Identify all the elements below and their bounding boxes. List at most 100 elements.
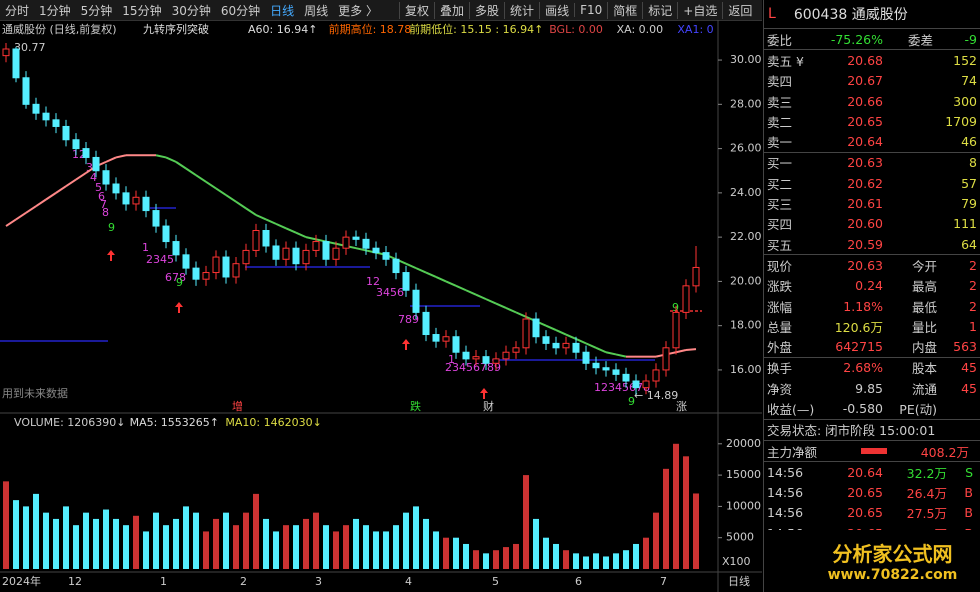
ma60-segment: [595, 346, 607, 354]
cell: 买五: [767, 237, 793, 253]
max-label: 30.77: [14, 41, 46, 54]
candle-body: [322, 241, 330, 260]
cell: 收益(—): [767, 401, 815, 417]
volume-bar: [333, 531, 339, 569]
ma60-segment: [565, 333, 577, 340]
tool-button[interactable]: 多股: [469, 1, 504, 19]
quote-row: 涨幅 1.18% 最低 2: [764, 296, 980, 316]
tool-button[interactable]: F10: [574, 3, 607, 17]
badge: L: [768, 6, 776, 22]
cell: 涨跌: [767, 279, 793, 295]
tool-button[interactable]: +自选: [677, 1, 722, 19]
tool-button[interactable]: 叠加: [434, 1, 469, 19]
quote-row: 买二 20.62 57: [764, 173, 980, 193]
volume-bar: [563, 550, 569, 569]
cell: 今开: [911, 258, 937, 274]
tool-button[interactable]: 复权: [399, 1, 434, 19]
volume-bar: [173, 518, 179, 569]
ma60-segment: [425, 271, 437, 278]
ma60-segment: [355, 247, 367, 252]
candle-body: [552, 342, 560, 349]
period-tab[interactable]: 5分钟: [80, 3, 113, 18]
ma60-segment: [65, 178, 77, 188]
period-tab[interactable]: 分时: [5, 3, 30, 18]
ma60-segment: [475, 293, 487, 301]
ma60-segment: [225, 194, 237, 203]
ma60-segment: [415, 267, 427, 274]
cell: 2.68%: [843, 360, 883, 376]
legend-item: A60: 16.94↑: [248, 23, 317, 36]
volume-bar: [253, 493, 259, 569]
cell: 8: [969, 155, 977, 171]
cell: -0.580: [842, 400, 883, 416]
ma60-segment: [485, 298, 497, 305]
period-tab[interactable]: 周线: [304, 3, 329, 18]
y-tick-label: 15000: [726, 468, 761, 481]
period-tab[interactable]: 30分钟: [171, 3, 211, 18]
quote-row: 买五 20.59 64: [764, 234, 980, 254]
candle-body: [162, 225, 170, 243]
nine-count: 8: [102, 206, 109, 219]
x-tick-label: 2024年: [2, 574, 41, 588]
ma60-segment: [295, 231, 307, 239]
volume-bar: [693, 493, 699, 569]
volume-bar: [283, 525, 289, 569]
ma60-segment: [205, 180, 217, 190]
volume-bar: [43, 512, 49, 569]
candle-body: [432, 334, 440, 342]
period-tab[interactable]: 60分钟: [220, 3, 261, 18]
cell: 2: [969, 298, 977, 314]
ma60-segment: [685, 348, 697, 352]
quote-panel: L 600438 通威股份 委比 -75.26% 委差 -9 卖五 ¥ 20.68 152 卖四 2…: [763, 0, 980, 592]
y-tick-label: 16.00: [730, 363, 762, 376]
ma60-segment: [35, 198, 47, 207]
volume-bar: [53, 518, 59, 569]
volume-bar: [643, 537, 649, 569]
cell: 20.68: [847, 52, 883, 68]
cell: 26.4万: [906, 486, 947, 502]
candle-body: [532, 318, 540, 338]
marker: 涨: [676, 400, 687, 413]
cell: S: [965, 464, 973, 480]
volume-legend: MA5: 1553265↑: [130, 416, 219, 429]
logo-title: 分析家公式网: [832, 542, 953, 566]
quote-row: 买一 20.63 8: [764, 151, 980, 173]
y-tick-label: 18.00: [730, 319, 762, 332]
ma60-segment: [235, 200, 247, 210]
ma60-segment: [105, 156, 117, 163]
period-tab[interactable]: 15分钟: [122, 3, 162, 18]
ma60-segment: [275, 222, 287, 230]
ma60-segment: [465, 289, 477, 296]
cell: 内盘: [911, 340, 937, 356]
candle-body: [392, 258, 400, 274]
min-label: ← 14.89: [634, 389, 678, 402]
tool-button[interactable]: 统计: [504, 1, 539, 19]
tool-button[interactable]: 返回: [722, 1, 757, 19]
ma60-segment: [405, 262, 417, 270]
volume-bar: [593, 553, 599, 569]
cell: 20.63: [847, 155, 883, 171]
candle-body: [442, 336, 450, 342]
candle-body: [542, 336, 550, 344]
cell: 1709: [945, 113, 977, 129]
quote-row: 卖一 20.64 46: [764, 131, 980, 151]
ma60-segment: [505, 307, 517, 314]
ma60-segment: [195, 174, 207, 183]
ma60-segment: [515, 311, 527, 318]
quote-row: 收益(—) -0.580 PE(动): [764, 398, 980, 418]
quote-row: 卖四 20.67 74: [764, 71, 980, 91]
cell: 64: [961, 236, 977, 252]
period-tab[interactable]: 更多 〉: [338, 3, 378, 18]
candle-body: [62, 125, 70, 141]
volume-bar: [363, 525, 369, 569]
logo-url: www.70822.com: [827, 567, 958, 583]
legend-item: BGL: 0.00: [549, 23, 603, 36]
cell: 20.65: [847, 485, 883, 501]
volume-bar: [3, 481, 9, 569]
tool-button[interactable]: 标记: [642, 1, 677, 19]
period-tab[interactable]: 日线: [270, 3, 295, 18]
tool-button[interactable]: 画线: [539, 1, 574, 19]
candle-body: [142, 196, 150, 212]
tool-button[interactable]: 简框: [607, 1, 642, 19]
period-tab[interactable]: 1分钟: [39, 3, 71, 18]
